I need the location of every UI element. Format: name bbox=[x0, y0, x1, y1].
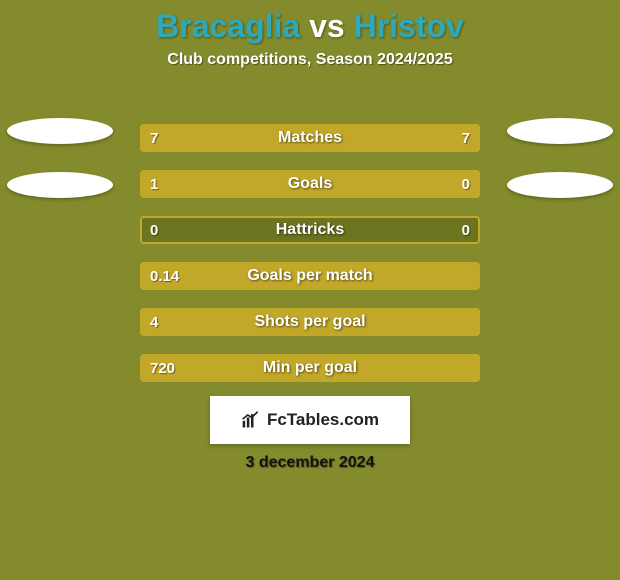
stat-row: 0.14Goals per match bbox=[140, 262, 480, 290]
stat-label: Shots per goal bbox=[140, 308, 480, 336]
stat-label: Goals per match bbox=[140, 262, 480, 290]
right-placeholder-group bbox=[500, 118, 620, 226]
stat-label: Goals bbox=[140, 170, 480, 198]
chart-icon bbox=[241, 410, 261, 430]
stat-row: 00Hattricks bbox=[140, 216, 480, 244]
stat-label: Matches bbox=[140, 124, 480, 152]
brand-text: FcTables.com bbox=[267, 410, 379, 430]
placeholder-ellipse bbox=[507, 172, 613, 198]
stats-group: 77Matches 10Goals 00Hattricks 0.14Goals per… bbox=[140, 124, 480, 400]
stat-label: Min per goal bbox=[140, 354, 480, 382]
page-title: Bracaglia vs Hristov bbox=[0, 0, 620, 45]
comparison-infographic: Bracaglia vs Hristov Club competitions, … bbox=[0, 0, 620, 580]
footer-date: 3 december 2024 bbox=[0, 454, 620, 472]
placeholder-ellipse bbox=[507, 118, 613, 144]
player2-name: Hristov bbox=[354, 8, 464, 44]
stat-row: 720Min per goal bbox=[140, 354, 480, 382]
vs-text: vs bbox=[309, 8, 353, 44]
player1-name: Bracaglia bbox=[156, 8, 300, 44]
brand-badge: FcTables.com bbox=[210, 396, 410, 444]
placeholder-ellipse bbox=[7, 172, 113, 198]
stat-row: 4Shots per goal bbox=[140, 308, 480, 336]
stat-row: 77Matches bbox=[140, 124, 480, 152]
subtitle: Club competitions, Season 2024/2025 bbox=[0, 51, 620, 69]
stat-label: Hattricks bbox=[140, 216, 480, 244]
left-placeholder-group bbox=[0, 118, 120, 226]
stat-row: 10Goals bbox=[140, 170, 480, 198]
placeholder-ellipse bbox=[7, 118, 113, 144]
